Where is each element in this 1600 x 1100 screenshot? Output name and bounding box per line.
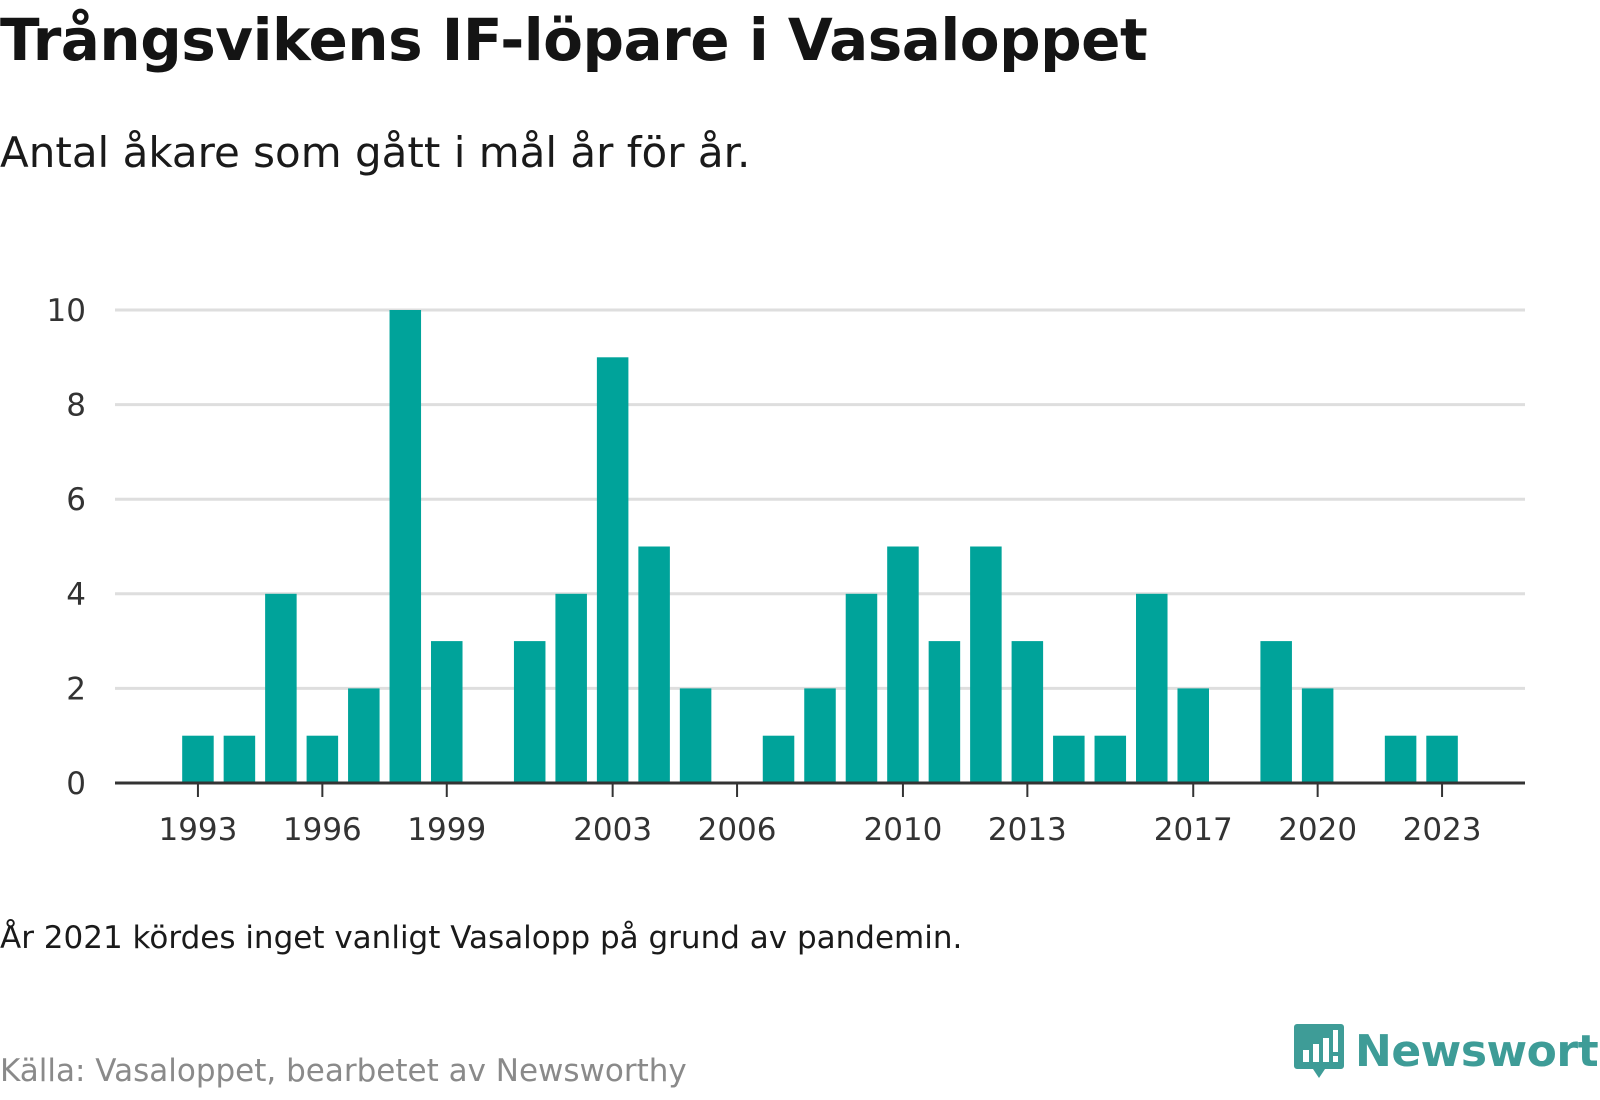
bar [1384,735,1417,783]
bar [596,357,629,783]
bar [555,593,587,783]
x-axis [115,781,1525,797]
bars [182,310,1458,783]
x-tick-label: 1999 [407,812,486,848]
chart-title: Trångsvikens IF-löpare i Vasaloppet [0,6,1148,74]
y-axis-tick-labels: 0 2 4 6 8 10 [47,293,86,802]
x-tick-label: 1993 [158,812,237,848]
footnote: År 2021 kördes inget vanligt Vasalopp på… [0,920,963,956]
chart-subtitle: Antal åkare som gått i mål år för år. [0,128,751,177]
bar [306,735,339,783]
bar [679,688,712,783]
x-tick-label: 2017 [1154,812,1233,848]
x-tick-label: 2003 [573,812,652,848]
brand-logo: Newsworthy [1293,1022,1600,1080]
bar-chart: 0 2 4 6 8 10 1993 1996 1999 2003 2006 2010 2013 2017… [47,293,1525,848]
y-tick-label: 0 [66,766,86,802]
bar [1094,735,1127,783]
bar [1011,641,1044,783]
bar [970,546,1002,783]
x-tick-label: 1996 [283,812,362,848]
bar [431,641,463,783]
bar [513,641,546,783]
x-tick-label: 2023 [1403,812,1482,848]
source-credit: Källa: Vasaloppet, bearbetet av Newswort… [0,1053,687,1089]
bar [1053,735,1085,783]
bar [1136,593,1168,783]
bar [1426,735,1458,783]
bar [804,688,836,783]
brand-name: Newsworthy [1355,1025,1600,1077]
bar [348,688,380,783]
bar [182,735,214,783]
bar [1301,688,1334,783]
y-tick-label: 10 [47,293,86,329]
y-tick-label: 2 [66,671,86,707]
bar [1260,641,1292,783]
newsworthy-logo-icon [1294,1024,1344,1078]
y-tick-label: 6 [66,482,86,518]
bar [638,546,670,783]
x-tick-label: 2020 [1278,812,1357,848]
bar [223,735,256,783]
x-tick-label: 2010 [863,812,942,848]
bar [1177,688,1209,783]
bar [928,641,961,783]
gridlines [115,308,1525,690]
x-tick-label: 2006 [698,812,777,848]
y-tick-label: 4 [66,577,86,613]
bar [845,593,878,783]
bar [265,593,297,783]
bar [762,735,795,783]
bar [389,310,422,783]
bar [887,546,919,783]
x-axis-tick-labels: 1993 1996 1999 2003 2006 2010 2013 2017 2020 2023 [158,812,1481,848]
y-tick-label: 8 [66,388,86,424]
x-tick-label: 2013 [988,812,1067,848]
